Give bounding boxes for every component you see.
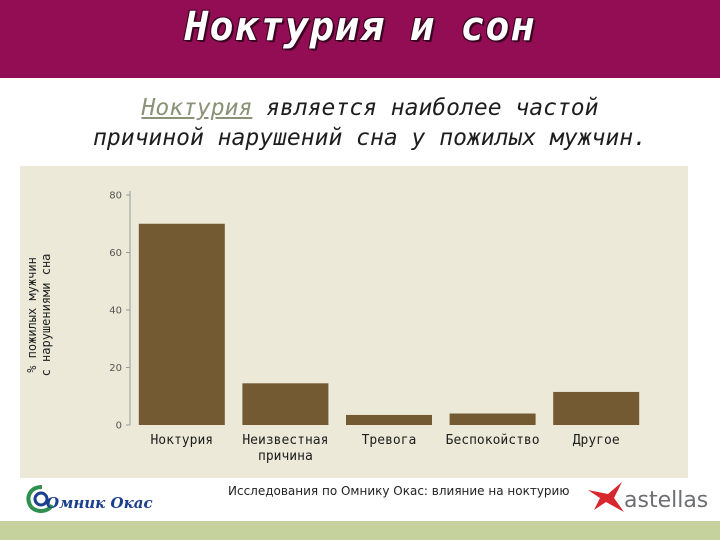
slide-subtitle: Ноктурия является наиболее частой причин… [30,93,710,153]
bar [449,413,536,425]
y-tick-label: 80 [109,191,122,202]
bar [346,414,432,425]
x-category-label: Тревога [362,433,417,448]
chart-background [20,166,688,478]
footer-bar [0,521,720,540]
slide-title: Ноктурия и сон [184,4,536,50]
bar [138,223,225,425]
bar [242,383,329,425]
x-category-label-line: Другое [573,433,620,448]
bar [553,391,640,425]
astellas-star-icon [588,482,624,512]
subtitle-line1-rest: является наиболее частой [252,95,599,121]
y-tick-label: 60 [109,248,122,259]
y-tick-label: 0 [116,421,122,432]
subtitle-line2: причиной нарушений сна у пожилых мужчин. [93,125,647,151]
y-tick-label: 40 [109,306,122,317]
astellas-logo-text: astellas [624,488,709,513]
x-category-label-line: причина [258,449,313,464]
omnik-okas-logo-icon [26,485,54,513]
x-category-label-line: Беспокойство [446,433,540,448]
x-category-label: Беспокойство [446,433,540,448]
subtitle-highlight: Ноктурия [141,95,253,121]
x-category-label-line: Неизвестная [242,433,328,448]
x-category-label-line: Тревога [362,433,417,448]
x-category-label: Другое [573,433,620,448]
omnik-okas-logo-text: Омник Окас [46,494,153,512]
y-tick-label: 20 [109,363,122,374]
title-bar [0,0,720,78]
source-note: Исследования по Омнику Окас: влияние на … [228,484,570,498]
x-category-label: Неизвестная причина [242,433,328,464]
x-category-label-line: Ноктурия [150,433,213,448]
x-category-label: Ноктурия [150,433,213,448]
